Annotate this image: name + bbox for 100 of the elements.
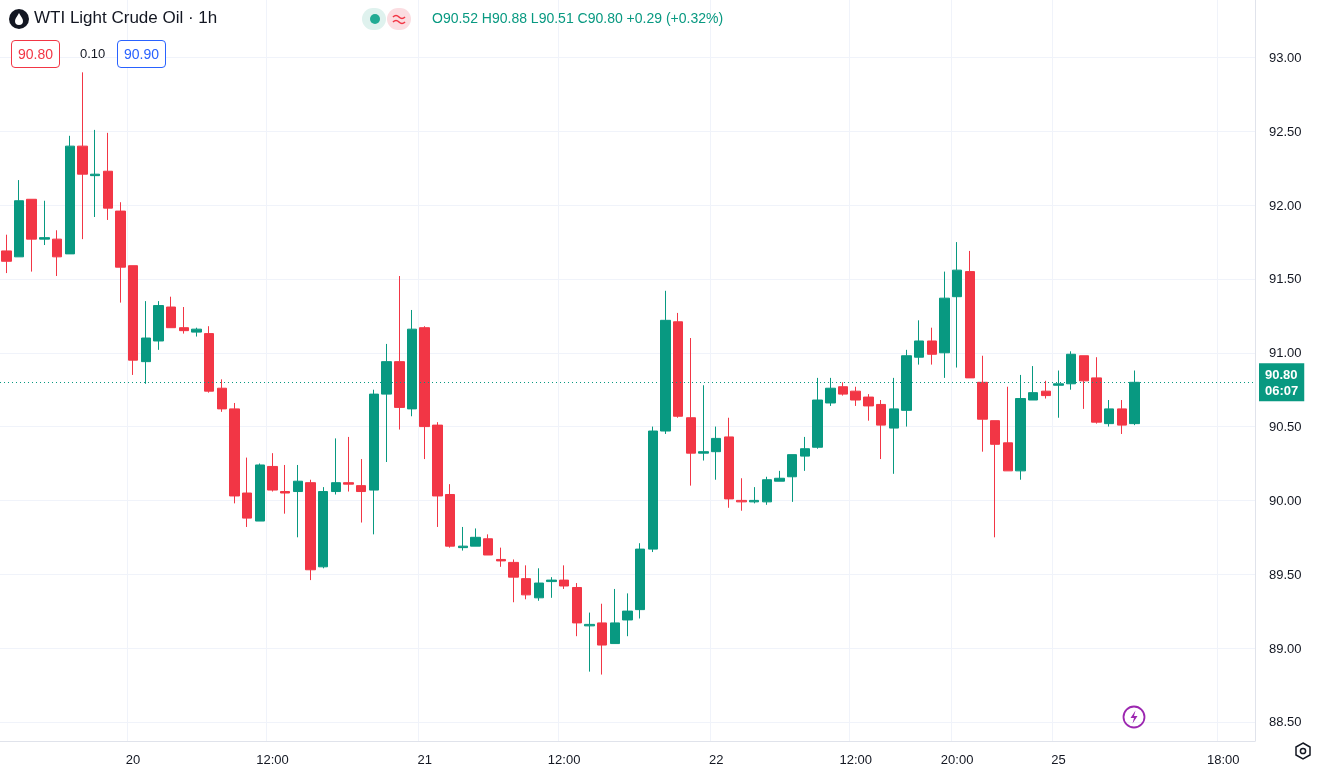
x-tick-label: 12:00 — [256, 752, 289, 767]
candlestick — [394, 275, 405, 431]
candlestick — [458, 526, 468, 552]
candlestick — [318, 486, 328, 569]
candlestick — [1104, 399, 1114, 428]
candlestick — [914, 319, 924, 366]
y-tick-label: 89.00 — [1269, 640, 1302, 656]
y-tick-label: 91.50 — [1269, 271, 1302, 287]
x-tick-label: 22 — [709, 752, 724, 767]
candlestick — [1117, 399, 1127, 435]
candlestick — [952, 241, 962, 369]
annotation: 90.80 — [11, 40, 61, 68]
candlestick — [229, 402, 240, 504]
candlestick — [635, 542, 645, 619]
x-tick-label: 12:00 — [547, 752, 581, 767]
x-tick-label: 20 — [125, 752, 141, 767]
candlestick — [191, 327, 202, 338]
candlestick — [1091, 356, 1102, 425]
y-tick-label: 90.00 — [1269, 492, 1302, 508]
candlestick — [534, 567, 544, 602]
candlestick — [876, 399, 886, 460]
y-tick-label: 91.00 — [1269, 345, 1302, 361]
candlestick — [65, 135, 75, 255]
candlestick — [1003, 386, 1013, 472]
candlestick — [1079, 355, 1089, 410]
candlestick — [166, 296, 176, 329]
candlestick — [724, 417, 734, 509]
candlestick — [103, 132, 113, 221]
candlestick — [52, 229, 62, 277]
candlestick — [39, 200, 50, 246]
candlestick — [610, 588, 620, 645]
candlestick — [749, 486, 759, 504]
candlestick — [698, 384, 709, 462]
candlestick — [774, 470, 785, 482]
candlestick — [762, 476, 772, 506]
candlestick — [331, 437, 341, 495]
x-tick-label: 20:00 — [940, 752, 974, 767]
candlestick — [356, 458, 366, 524]
x-tick-label: 21 — [417, 752, 432, 767]
candlestick — [990, 420, 1000, 538]
candlestick — [622, 592, 633, 637]
x-tick-label: 18:00 — [1207, 752, 1240, 767]
candlestick — [800, 436, 810, 472]
y-tick-label: 90.50 — [1269, 419, 1302, 435]
candlestick — [115, 201, 126, 304]
candlestick — [927, 327, 937, 366]
candlestick — [863, 393, 874, 422]
text: O90.52 H90.88 L90.51 C90.80 +0.29 (+0.32%) — [432, 10, 724, 26]
candlestick — [496, 547, 506, 568]
candlestick — [1, 234, 12, 274]
candlestick — [939, 271, 950, 379]
candlestick — [128, 265, 138, 376]
candlestick — [255, 462, 265, 522]
candlestick — [204, 325, 214, 394]
annotation: 90.90 — [117, 40, 167, 68]
annotation: 0.10 — [80, 45, 106, 63]
candlestick — [470, 527, 481, 547]
candlestick — [1041, 380, 1051, 400]
candlestick — [686, 337, 696, 487]
candlestick — [293, 464, 303, 538]
candlestick — [179, 306, 189, 335]
candlestick — [850, 386, 861, 407]
candlestick — [280, 464, 290, 515]
candlestick — [965, 250, 975, 379]
candlestick — [267, 452, 278, 493]
candlestick — [546, 576, 557, 599]
text: 06:07 — [1265, 382, 1299, 398]
y-tick-label: 92.50 — [1269, 123, 1302, 139]
candlestick — [419, 325, 430, 460]
candlestick — [432, 421, 443, 528]
x-tick-label: 25 — [1051, 752, 1066, 767]
candlestick — [343, 436, 354, 493]
candlestick — [305, 479, 316, 581]
y-tick-label: 93.00 — [1269, 50, 1302, 66]
y-tick-label: 89.50 — [1269, 566, 1302, 582]
ref-line-label: 90.80 — [1265, 366, 1298, 382]
candlestick — [673, 312, 683, 419]
text: WTI Light Crude Oil · 1h — [34, 8, 218, 28]
candlestick — [711, 426, 721, 481]
candlestick — [597, 603, 607, 676]
candlestick — [508, 558, 519, 603]
candlestick — [736, 477, 747, 512]
candlestick — [572, 582, 582, 637]
candlestick — [369, 389, 379, 535]
y-tick-label: 88.50 — [1269, 714, 1302, 730]
candlestick — [521, 564, 531, 600]
candlestick — [90, 129, 100, 218]
y-tick-label: 92.00 — [1269, 197, 1302, 213]
candlestick — [977, 355, 988, 453]
candlestick — [26, 198, 37, 273]
candlestick — [445, 483, 455, 549]
candlestick — [838, 381, 848, 397]
candlestick — [584, 612, 595, 673]
candlestick — [787, 454, 797, 503]
candlestick — [648, 426, 658, 553]
candlestick — [14, 179, 24, 258]
candlestick — [217, 378, 227, 413]
candlestick — [77, 71, 88, 240]
x-tick-label: 12:00 — [839, 752, 872, 767]
candlestick — [559, 564, 569, 590]
